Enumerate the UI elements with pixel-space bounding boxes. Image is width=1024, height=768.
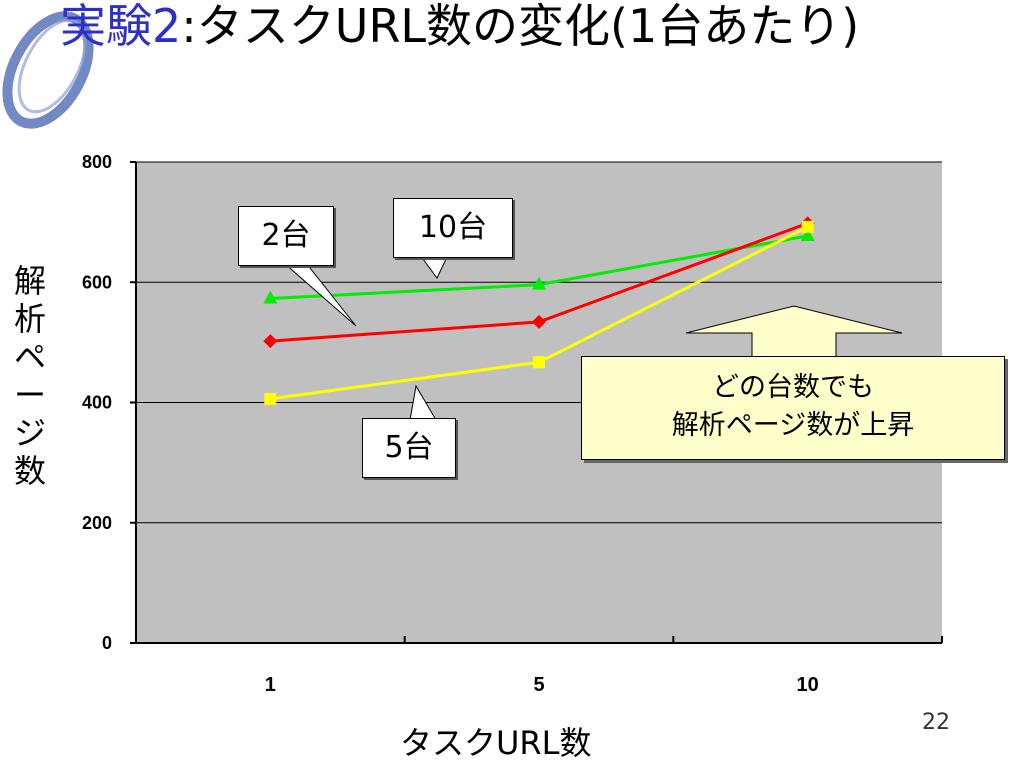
x-tick-labels: 1 5 10: [265, 674, 819, 696]
y-tick-label-600: 600: [82, 272, 112, 292]
x-tick-label-5: 5: [533, 674, 544, 696]
callout-10-units-text: 10台: [418, 210, 488, 245]
callout-5-units-text: 5台: [384, 430, 434, 465]
y-axis-label-char: 数: [13, 452, 46, 490]
decorative-swoosh-logo: [2, 11, 94, 129]
up-arrow-shape: [685, 305, 903, 358]
callout-10-units: 10台: [393, 198, 513, 258]
point-five_units-0: [264, 392, 277, 405]
series-lines: [263, 216, 815, 405]
note-line-1: どの台数でも: [712, 372, 874, 403]
y-tick-label-400: 400: [82, 393, 112, 413]
y-axis-label-char: 析: [13, 300, 46, 338]
x-axis-label: タスクURL数: [400, 724, 592, 762]
y-axis-label-char: ー: [13, 376, 46, 414]
y-axis-label-char: ジ: [13, 414, 46, 452]
title-rest: :タスクURL数の変化(1台あたり): [181, 0, 860, 53]
callout-2-units: 2台: [238, 206, 334, 266]
x-tick-label-1: 1: [265, 674, 276, 696]
point-ten_units-2: [800, 227, 815, 241]
point-ten_units-0: [263, 290, 278, 304]
y-tick-labels: 0 200 400 600 800: [82, 152, 112, 653]
y-axis-label-char: ペ: [13, 338, 46, 376]
x-tick-label-10: 10: [797, 674, 819, 696]
y-tick-label-800: 800: [82, 152, 112, 172]
page-title: 実験2:タスクURL数の変化(1台あたり): [60, 0, 1000, 58]
note-line-2: 解析ページ数が上昇: [671, 410, 915, 441]
y-tick-label-0: 0: [102, 633, 112, 653]
callout-2-units-text: 2台: [261, 218, 311, 253]
callout-5-units: 5台: [362, 418, 456, 478]
y-tick-label-200: 200: [82, 513, 112, 533]
point-two_units-0: [263, 334, 278, 349]
point-ten_units-1: [532, 276, 546, 290]
page-number: 22: [922, 710, 950, 735]
axes: [135, 162, 943, 644]
conclusion-note: どの台数でも 解析ページ数が上昇: [581, 356, 1005, 460]
callout-pointers: [282, 254, 903, 421]
y-axis-label: 解析ページ数: [10, 262, 50, 490]
point-five_units-1: [533, 356, 545, 369]
y-axis-label-char: 解: [13, 262, 46, 300]
point-two_units-1: [532, 314, 546, 329]
title-accent: 実験2: [60, 0, 182, 53]
point-five_units-2: [801, 220, 814, 233]
